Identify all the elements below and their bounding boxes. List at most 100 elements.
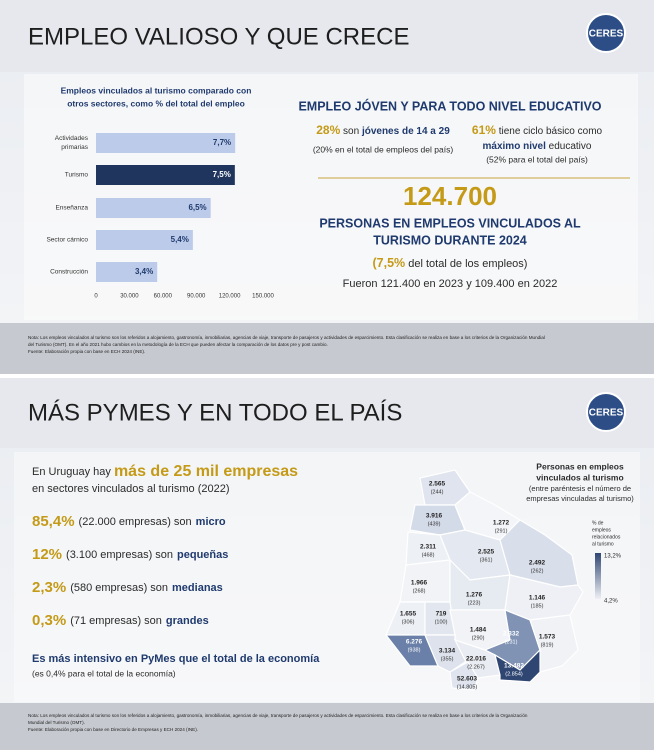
region-count: (819)	[541, 642, 554, 648]
size-kind: medianas	[172, 582, 223, 594]
source: Fuente: Elaboración propia con base en D…	[28, 727, 198, 732]
logo-text: CERES	[589, 408, 624, 419]
region-count: (468)	[422, 552, 435, 558]
legend-title: al turismo	[592, 541, 614, 547]
size-text: (3.100 empresas) son	[66, 549, 173, 561]
stat-strong: máximo nivel	[483, 141, 547, 152]
size-line: 85,4% (22.000 empresas) son micro	[32, 513, 226, 530]
note: Nota: Los empleos vinculados al turismo …	[28, 335, 545, 340]
map-subtitle: (entre paréntesis el número de	[529, 484, 631, 493]
stat: 28% son jóvenes de 14 a 29	[316, 123, 450, 137]
size-list: 85,4% (22.000 empresas) son micro 12% (3.100…	[32, 513, 228, 629]
region-count: (2.267)	[467, 664, 485, 670]
region-value: 1.966	[411, 580, 428, 587]
x-tick-label: 30.000	[120, 294, 139, 300]
intensity-note: (es 0,4% para el total de la economía)	[32, 668, 176, 678]
region-value: 1.573	[539, 634, 556, 641]
region	[449, 661, 479, 691]
stat-pct: 61%	[472, 123, 496, 137]
bar-chart: 0 30.000 60.000 90.000 120.000 150.000 Activid…	[46, 133, 275, 300]
category-label: primarias	[61, 144, 88, 151]
bar-label: 7,7%	[213, 138, 231, 147]
size-kind: pequeñas	[177, 549, 228, 561]
chart-title: otros sectores, como % del total del emp…	[67, 98, 245, 108]
intro-text: en sectores vinculados al turismo (2022)	[32, 483, 229, 495]
region-value: 1.276	[466, 592, 483, 599]
region-count: (244)	[431, 489, 444, 495]
bar	[96, 165, 235, 185]
map-title: vinculados al turismo	[536, 472, 623, 482]
region-count: (291)	[495, 528, 508, 534]
size-pct: 0,3%	[32, 612, 66, 629]
stat-text: educativo	[549, 141, 592, 152]
region-value: 2.332	[503, 631, 520, 638]
intensity: Es más intensivo en PyMes que el total d…	[32, 653, 320, 665]
region-count: (231)	[505, 639, 518, 645]
section-title: EMPLEO VALIOSO Y QUE CRECE	[28, 23, 409, 50]
region-count: (290)	[472, 635, 485, 641]
bar-label: 7,5%	[213, 170, 231, 179]
share-pct: (7,5%	[373, 256, 406, 270]
region-count: (268)	[413, 588, 426, 594]
size-kind: grandes	[166, 615, 209, 627]
logo-text: CERES	[589, 29, 624, 40]
region-value: 2.492	[529, 560, 546, 567]
stat-text: tiene ciclo básico como	[499, 126, 603, 137]
region-count: (2.854)	[505, 671, 523, 677]
bar-label: 5,4%	[171, 235, 189, 244]
legend-gradient	[595, 553, 601, 599]
region-count: (14.805)	[457, 684, 478, 690]
section-title: MÁS PYMES Y EN TODO EL PAÍS	[28, 399, 402, 426]
size-text: (71 empresas) son	[70, 615, 162, 627]
legend-max: 13,2%	[604, 554, 622, 560]
region-value: 13.482	[504, 663, 524, 670]
headline: EMPLEO JÓVEN Y PARA TODO NIVEL EDUCATIVO	[298, 98, 601, 113]
bar	[96, 133, 236, 153]
logo	[586, 13, 626, 53]
x-tick-label: 120.000	[219, 294, 241, 300]
top-header	[0, 0, 654, 72]
share: (7,5% del total de los empleos)	[373, 256, 528, 270]
region-value: 2.311	[420, 544, 436, 551]
region-value: 1.146	[529, 595, 546, 602]
intro-strong: más de 25 mil empresas	[114, 463, 298, 480]
region-count: (355)	[441, 656, 454, 662]
map: 2.565(244) 3.916(439) 2.311(468) 1.272(291)…	[384, 469, 584, 691]
chart-title: Empleos vinculados al turismo comparado …	[61, 85, 252, 95]
big-number: 124.700	[403, 181, 497, 211]
region-value: 2.565	[429, 481, 446, 488]
bar-label: 6,5%	[188, 203, 206, 212]
legend-title: empleos	[592, 527, 611, 533]
bottom-header	[0, 378, 654, 448]
region-value: 1.655	[400, 611, 417, 618]
region-count: (100)	[435, 619, 448, 625]
note: del Turismo (OMT). En el año 2021 hubo c…	[28, 342, 328, 347]
stat-pct: 28%	[316, 123, 340, 137]
region-count: (262)	[531, 568, 544, 574]
size-pct: 2,3%	[32, 579, 66, 596]
region-value: 3.916	[426, 513, 443, 520]
region-count: (938)	[408, 647, 421, 653]
history: Fueron 121.400 en 2023 y 109.400 en 2022	[343, 278, 558, 290]
bar	[96, 198, 211, 218]
logo	[586, 392, 626, 432]
region-count: (185)	[531, 603, 544, 609]
region-count: (306)	[402, 619, 415, 625]
region	[494, 648, 541, 683]
size-kind: micro	[196, 516, 226, 528]
stat-strong: jóvenes de 14 a 29	[361, 126, 450, 137]
size-text: (580 empresas) son	[70, 582, 168, 594]
stat: máximo nivel educativo	[483, 141, 592, 152]
region-count: (223)	[468, 600, 481, 606]
stat-note: (20% en el total de empleos del país)	[313, 144, 454, 154]
size-pct: 12%	[32, 546, 62, 563]
stat-text: son	[343, 126, 359, 137]
region-value: 22.016	[466, 656, 486, 663]
category-label: Enseñanza	[55, 205, 88, 212]
region-value: 6.276	[406, 639, 423, 646]
note: Mundial del Turismo (OMT).	[28, 720, 85, 725]
x-tick-label: 90.000	[187, 294, 206, 300]
region-count: (439)	[428, 521, 441, 527]
